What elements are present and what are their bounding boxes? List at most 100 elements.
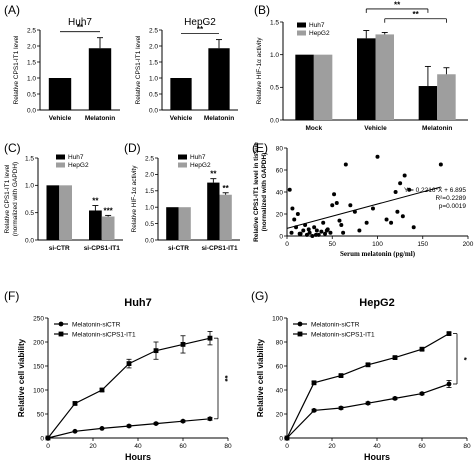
legend-marker-square: [297, 331, 303, 337]
x-tick-label: 0: [285, 241, 289, 248]
y-tick-label: 0.5: [145, 221, 154, 228]
x-tick-label: 150: [417, 241, 428, 248]
marker-circle: [180, 418, 186, 424]
data-point: [290, 206, 295, 211]
regression-line: [286, 186, 441, 229]
y-tick-label: 1.5: [25, 155, 34, 162]
marker-circle: [207, 416, 213, 422]
x-tick-label: 100: [372, 241, 383, 248]
data-point: [287, 187, 292, 192]
x-tick-label: si-CTR: [49, 245, 70, 252]
bar-hepg2: [101, 216, 115, 240]
panel-title: Huh7: [124, 297, 152, 309]
y-axis-title: Relative cell viability: [256, 338, 265, 417]
y-tick-label: 0.5: [149, 91, 158, 98]
y-tick-label: 0.5: [25, 210, 34, 217]
x-tick-label: 40: [373, 443, 381, 450]
y-tick-label: 200: [33, 339, 44, 346]
x-tick-label: Melatonin: [204, 115, 234, 122]
significance-label: *: [459, 357, 468, 361]
y-tick-label: 1.5: [145, 188, 154, 195]
marker-circle: [365, 400, 371, 406]
panel-title: HepG2: [359, 297, 394, 309]
y-tick-label: 40: [276, 189, 284, 196]
legend-hepg2-swatch: [56, 162, 65, 168]
x-tick-label: si-CPS1-IT1: [201, 245, 238, 252]
bar-significance-label: **: [223, 184, 230, 193]
bar-hepg2: [375, 34, 394, 121]
x-tick-label: si-CPS1-IT1: [84, 245, 121, 252]
legend-huh7: Huh7: [68, 154, 84, 161]
y-tick-label: 1.0: [25, 183, 34, 190]
y-tick-label: 2.5: [145, 155, 154, 162]
marker-circle: [446, 381, 452, 387]
x-tick-label: 40: [134, 443, 142, 450]
marker-square: [99, 387, 105, 393]
data-point: [314, 228, 319, 233]
legend-hepg2: HepG2: [309, 30, 330, 37]
data-point: [364, 220, 369, 225]
x-tick-label: 80: [224, 443, 232, 450]
x-tick-label: Melatonin: [85, 115, 115, 122]
bar-hepg2: [219, 194, 232, 240]
y-tick-label: 60: [276, 363, 284, 370]
x-tick-label: Vehicle: [364, 125, 387, 132]
x-tick-label: 80: [463, 443, 471, 450]
y-tick-label: 20: [276, 211, 284, 218]
significance-label: **: [394, 0, 401, 9]
y-axis-title: Relative HIF-1α activity: [256, 37, 263, 105]
panel-label: (E): [252, 141, 268, 155]
y-axis-title: Relative cell viability: [17, 338, 26, 417]
legend-hepg2-swatch: [178, 162, 187, 168]
panel-label: (D): [124, 141, 141, 155]
bar-huh7: [357, 38, 376, 121]
y-tick-label: 100: [272, 315, 283, 322]
data-point: [323, 231, 328, 236]
y-tick-label: 1.0: [270, 52, 279, 59]
y-tick-label: 0.0: [149, 107, 158, 114]
bar: [48, 78, 72, 110]
panel-label: (C): [4, 141, 21, 155]
series-line: [286, 333, 450, 439]
y-axis-title: Relative CPS1-IT1 level: [135, 35, 142, 105]
legend-marker-circle: [58, 321, 64, 327]
data-point: [398, 181, 403, 186]
legend-label: Melatonin-siCTR: [311, 322, 360, 329]
y-tick-label: 0.5: [27, 91, 36, 98]
panel-label: (G): [251, 289, 268, 303]
legend-huh7: Huh7: [190, 154, 206, 161]
x-tick-label: Vehicle: [170, 115, 193, 122]
x-tick-label: 200: [463, 241, 474, 248]
y-tick-label: 0.0: [27, 107, 36, 114]
marker-square: [72, 401, 78, 406]
significance-label: **: [77, 23, 84, 32]
data-point: [301, 228, 306, 233]
marker-square: [207, 335, 213, 341]
marker-square: [392, 355, 398, 360]
bar-huh7: [207, 182, 220, 240]
bar-hepg2: [178, 207, 191, 240]
y-tick-label: 2.0: [145, 172, 154, 179]
series-line: [286, 383, 450, 439]
legend-label: Melatonin-siCTR: [72, 322, 121, 329]
y-tick-label: 2.5: [149, 27, 158, 34]
data-point: [375, 154, 380, 159]
marker-square: [338, 373, 344, 378]
marker-square: [446, 331, 452, 336]
data-point: [343, 162, 348, 167]
y-tick-label: 1.5: [270, 19, 279, 26]
data-point: [295, 212, 300, 216]
y-tick-label: 1.0: [145, 205, 154, 212]
bar-significance-label: **: [92, 197, 99, 206]
panel-title: HepG2: [184, 17, 216, 28]
marker-square: [311, 380, 317, 386]
bar: [88, 48, 112, 110]
x-tick-label: 20: [89, 443, 97, 450]
legend-label: Melatonin-siCPS1-IT1: [72, 332, 136, 339]
y-axis-title: Relative CPS1-IT1 level: [13, 35, 20, 105]
data-point: [312, 225, 317, 230]
legend-hepg2: HepG2: [68, 162, 89, 169]
data-point: [321, 220, 326, 225]
y-tick-label: 40: [276, 387, 284, 394]
